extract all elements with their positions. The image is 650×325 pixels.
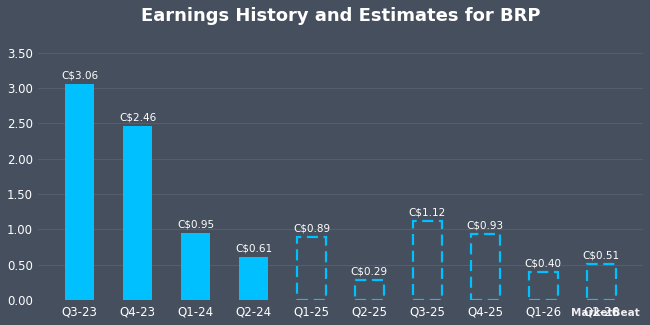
Bar: [413, 221, 442, 300]
Bar: [528, 272, 558, 300]
Text: C$0.95: C$0.95: [177, 219, 214, 229]
Bar: [239, 257, 268, 300]
Text: C$0.89: C$0.89: [293, 224, 330, 234]
Text: C$1.12: C$1.12: [409, 207, 446, 217]
Bar: [181, 233, 210, 300]
Text: C$0.29: C$0.29: [351, 266, 388, 276]
Bar: [471, 234, 500, 300]
Text: MarketBeat: MarketBeat: [571, 308, 640, 318]
Bar: [124, 126, 152, 300]
Text: C$2.46: C$2.46: [119, 112, 157, 123]
Bar: [586, 264, 616, 300]
Text: C$3.06: C$3.06: [61, 70, 98, 80]
Bar: [297, 237, 326, 300]
Text: C$0.51: C$0.51: [582, 251, 619, 261]
Text: C$0.61: C$0.61: [235, 243, 272, 254]
Text: C$0.93: C$0.93: [467, 221, 504, 231]
Text: C$0.40: C$0.40: [525, 258, 562, 268]
Bar: [355, 280, 384, 300]
Title: Earnings History and Estimates for BRP: Earnings History and Estimates for BRP: [140, 7, 540, 25]
Bar: [65, 84, 94, 300]
